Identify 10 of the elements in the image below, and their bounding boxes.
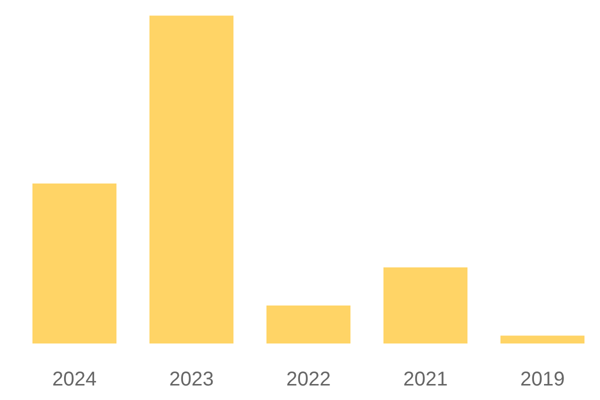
bar [383, 267, 468, 344]
x-tick-label: 2024 [52, 368, 97, 390]
x-tick-label: 2022 [286, 368, 331, 390]
x-tick-label: 2021 [403, 368, 448, 390]
bar [149, 16, 234, 344]
bar [266, 305, 350, 344]
bar [32, 183, 116, 344]
x-tick-label: 2019 [520, 368, 565, 390]
x-tick-label: 2023 [169, 368, 214, 390]
bar [500, 336, 584, 344]
